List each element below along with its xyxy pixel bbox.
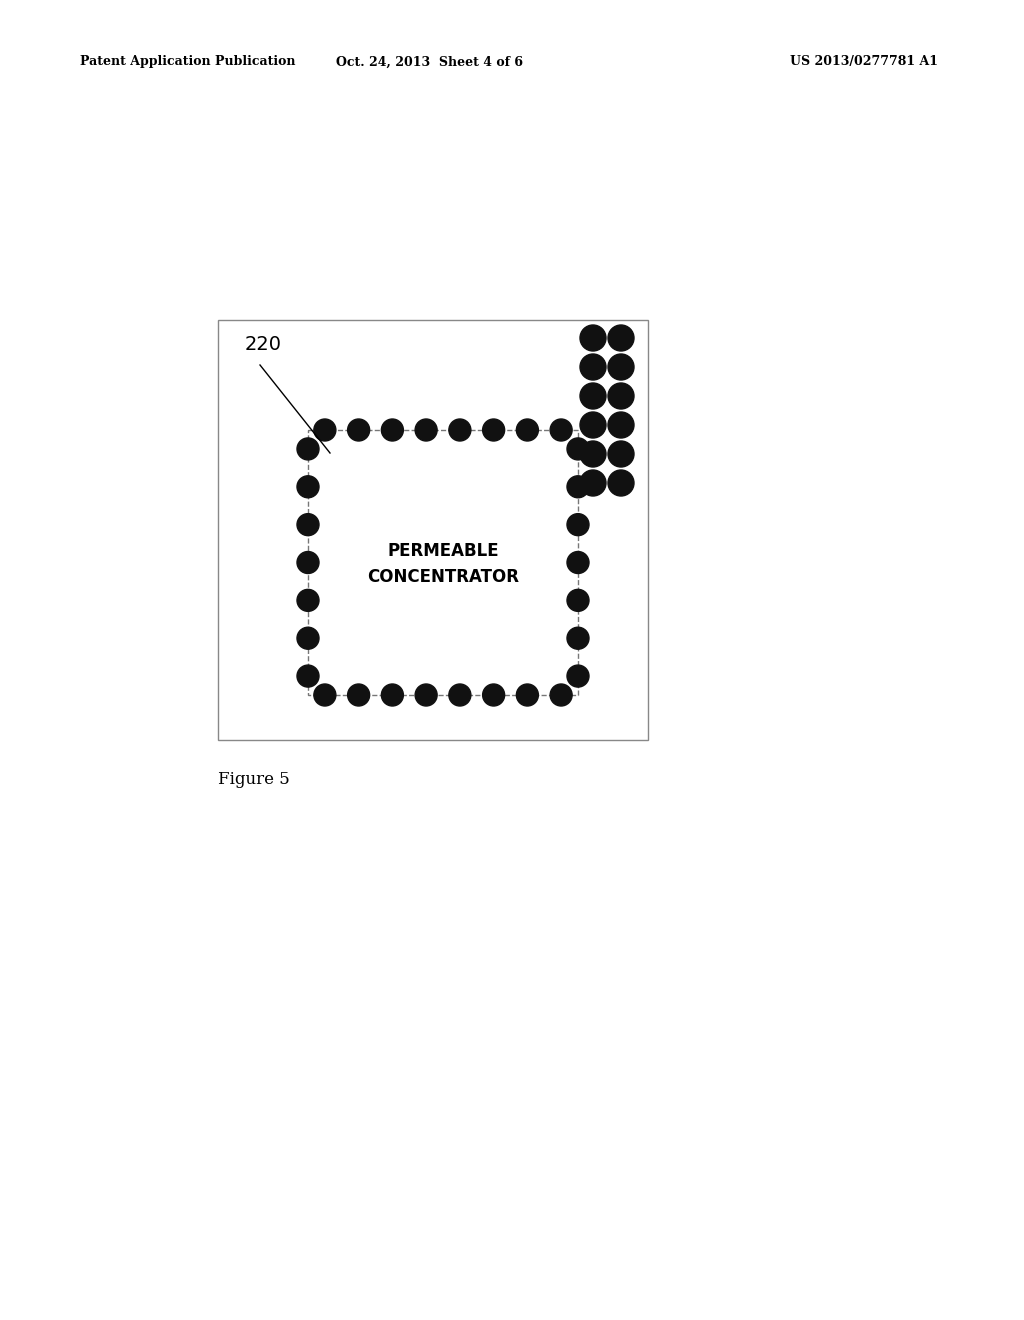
Circle shape (567, 552, 589, 573)
Circle shape (567, 513, 589, 536)
Circle shape (567, 589, 589, 611)
Circle shape (567, 475, 589, 498)
Circle shape (297, 627, 319, 649)
Circle shape (550, 684, 572, 706)
Bar (218, 319, 648, 741)
Bar (308, 430, 578, 696)
Circle shape (297, 513, 319, 536)
Circle shape (297, 475, 319, 498)
Circle shape (608, 470, 634, 496)
Circle shape (608, 325, 634, 351)
Text: US 2013/0277781 A1: US 2013/0277781 A1 (790, 55, 938, 69)
Circle shape (608, 354, 634, 380)
Circle shape (381, 684, 403, 706)
Circle shape (297, 552, 319, 573)
Circle shape (482, 418, 505, 441)
Circle shape (314, 684, 336, 706)
Circle shape (347, 418, 370, 441)
Text: PERMEABLE: PERMEABLE (387, 541, 499, 560)
Circle shape (580, 383, 606, 409)
Circle shape (580, 354, 606, 380)
Circle shape (347, 684, 370, 706)
Circle shape (567, 627, 589, 649)
Circle shape (449, 684, 471, 706)
Circle shape (567, 438, 589, 459)
Text: 220: 220 (245, 335, 282, 355)
Circle shape (415, 418, 437, 441)
Circle shape (381, 418, 403, 441)
Circle shape (314, 418, 336, 441)
Circle shape (580, 470, 606, 496)
Text: Figure 5: Figure 5 (218, 771, 290, 788)
Circle shape (516, 418, 539, 441)
Circle shape (567, 665, 589, 688)
Circle shape (516, 684, 539, 706)
Circle shape (580, 441, 606, 467)
Circle shape (550, 418, 572, 441)
Circle shape (580, 325, 606, 351)
Text: Oct. 24, 2013  Sheet 4 of 6: Oct. 24, 2013 Sheet 4 of 6 (337, 55, 523, 69)
Circle shape (608, 412, 634, 438)
Circle shape (297, 665, 319, 688)
Circle shape (608, 441, 634, 467)
Text: Patent Application Publication: Patent Application Publication (80, 55, 296, 69)
Text: CONCENTRATOR: CONCENTRATOR (367, 568, 519, 586)
Circle shape (608, 383, 634, 409)
Circle shape (415, 684, 437, 706)
Circle shape (482, 684, 505, 706)
Circle shape (297, 438, 319, 459)
Circle shape (580, 412, 606, 438)
Circle shape (449, 418, 471, 441)
Circle shape (297, 589, 319, 611)
